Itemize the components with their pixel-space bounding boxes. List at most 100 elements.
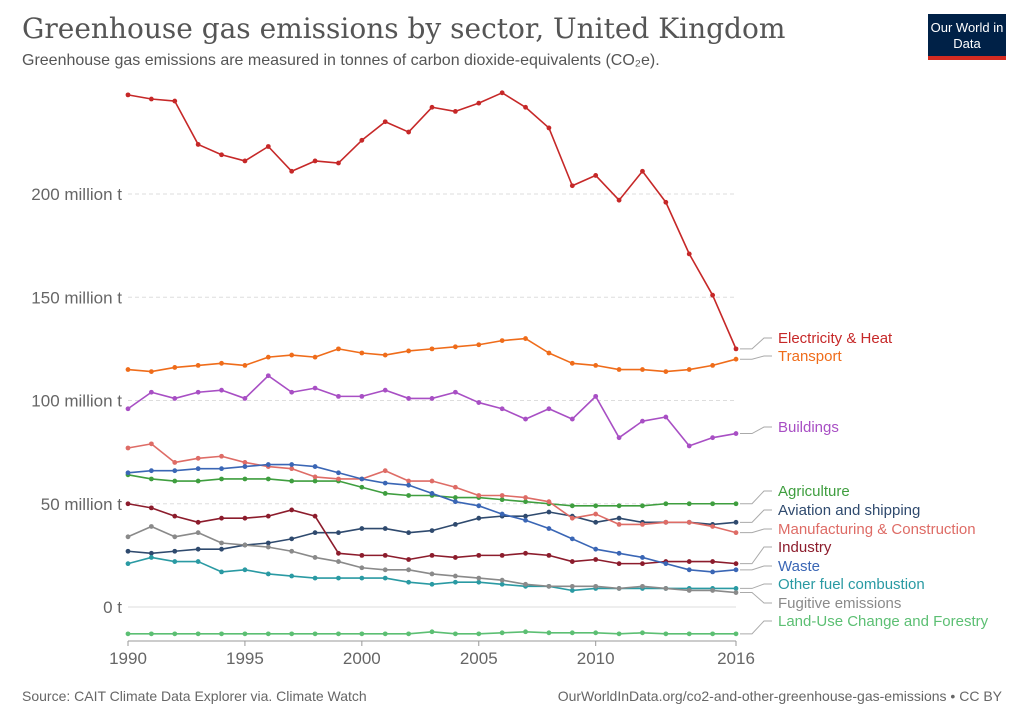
data-point <box>289 507 295 513</box>
data-point <box>686 443 692 449</box>
data-point <box>710 435 716 441</box>
data-point <box>686 567 692 573</box>
data-point <box>265 144 271 149</box>
data-point <box>336 393 341 399</box>
data-point <box>312 530 318 536</box>
data-point <box>359 575 365 581</box>
data-point <box>593 362 599 368</box>
y-tick-label: 50 million t <box>41 495 123 514</box>
data-point <box>148 555 154 560</box>
data-point <box>452 573 458 579</box>
site-credit[interactable]: OurWorldInData.org/co2-and-other-greenho… <box>557 688 1002 704</box>
data-point <box>452 344 458 350</box>
data-point <box>265 540 271 546</box>
data-point <box>289 536 295 542</box>
data-point <box>733 431 739 436</box>
x-tick-label: 1990 <box>109 649 147 668</box>
data-point <box>242 515 248 521</box>
data-point <box>569 416 575 422</box>
data-point <box>429 478 435 484</box>
data-point <box>523 499 528 505</box>
data-point <box>523 513 528 519</box>
data-point <box>289 466 295 472</box>
data-point <box>265 476 271 482</box>
data-point <box>499 577 505 583</box>
data-point <box>733 501 739 507</box>
data-point <box>406 478 412 484</box>
legend-label: Buildings <box>778 419 839 436</box>
data-point <box>195 530 201 536</box>
data-point <box>499 630 505 636</box>
data-point <box>499 90 505 96</box>
data-point <box>593 511 599 517</box>
data-point <box>359 631 365 637</box>
data-point <box>336 476 341 482</box>
data-point <box>616 522 622 527</box>
data-point <box>242 158 248 164</box>
data-point <box>429 491 435 496</box>
data-point <box>148 468 154 474</box>
data-point <box>312 385 318 391</box>
data-point <box>523 629 528 635</box>
legend-connector <box>740 426 772 435</box>
data-point <box>125 561 131 567</box>
data-point <box>312 575 318 581</box>
data-point <box>125 406 131 412</box>
data-point <box>382 567 388 573</box>
data-point <box>148 389 154 395</box>
data-point <box>640 522 645 527</box>
data-point <box>476 503 482 509</box>
legend-label: Land-Use Change and Forestry <box>778 613 989 630</box>
legend-connector <box>740 355 772 360</box>
data-point <box>710 292 716 298</box>
data-point <box>569 183 575 189</box>
data-point <box>476 575 482 581</box>
data-point <box>406 129 412 135</box>
data-point <box>686 367 692 372</box>
data-point <box>616 503 622 509</box>
data-point <box>616 631 622 637</box>
data-point <box>593 546 599 552</box>
data-point <box>546 406 552 412</box>
data-point <box>640 503 645 509</box>
data-point <box>242 631 248 637</box>
data-point <box>686 251 692 257</box>
data-point <box>125 501 131 507</box>
data-point <box>312 158 318 164</box>
data-point <box>265 544 271 550</box>
data-point <box>499 552 505 558</box>
data-point <box>733 561 739 567</box>
data-point <box>546 552 552 558</box>
data-point <box>265 462 271 467</box>
data-point <box>593 519 599 525</box>
legend-label: Waste <box>778 558 820 575</box>
legend-connector <box>740 592 772 604</box>
data-point <box>406 482 412 488</box>
data-point <box>125 534 131 540</box>
data-point <box>710 588 716 593</box>
data-point <box>593 503 599 509</box>
data-point <box>452 555 458 560</box>
data-point <box>546 526 552 531</box>
data-point <box>616 197 622 203</box>
legend-label: Industry <box>778 539 832 556</box>
owid-logo[interactable]: Our World in Data <box>928 14 1006 60</box>
data-point <box>359 137 365 143</box>
data-point <box>569 536 575 542</box>
legend-connector <box>740 620 772 635</box>
legend-label: Transport <box>778 348 842 365</box>
series-5 <box>125 509 739 556</box>
data-point <box>382 575 388 581</box>
data-point <box>476 493 482 498</box>
data-point <box>265 631 271 637</box>
data-point <box>569 583 575 589</box>
data-point <box>569 630 575 636</box>
data-point <box>312 354 318 360</box>
data-point <box>125 631 131 637</box>
data-point <box>172 365 178 370</box>
data-point <box>312 631 318 637</box>
data-point <box>640 367 645 372</box>
data-point <box>406 396 412 401</box>
